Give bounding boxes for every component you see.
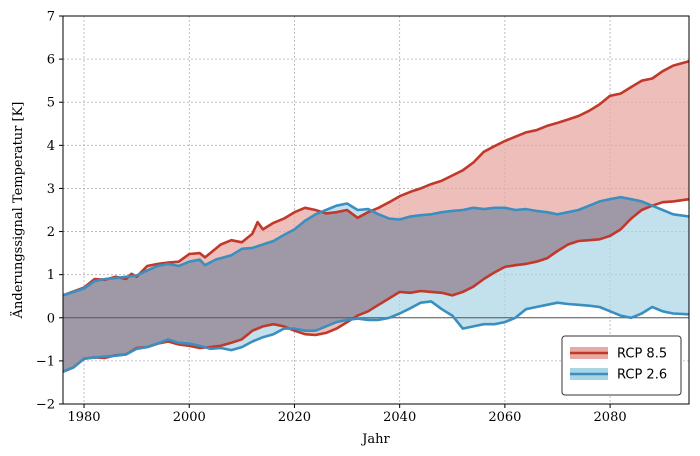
band-overlap — [63, 197, 689, 372]
series-lower-rcp-2-6 — [62, 300, 690, 373]
x-axis-label: Jahr — [360, 432, 390, 447]
series-lower-rcp-8-5 — [62, 197, 690, 373]
y-axis-label: Änderungssignal Temperatur [K] — [9, 102, 26, 320]
axis-ticks: 1980 2000 2020 2040 2060 2080 −2 −1 0 1 2 3 4 5 6 7 — [36, 10, 627, 426]
y-tick-label: 0 — [47, 311, 55, 326]
series-upper-rcp-2-6 — [62, 195, 690, 297]
y-tick-label: −1 — [36, 354, 55, 369]
y-tick-label: 7 — [47, 10, 55, 25]
band-lines — [62, 60, 690, 373]
legend: RCP 8.5 RCP 2.6 — [561, 335, 682, 396]
legend-label-rcp-8-5: RCP 8.5 — [617, 347, 667, 362]
x-tick-label: 2000 — [173, 410, 206, 425]
plot-frame — [62, 15, 690, 405]
x-tick-label: 2060 — [488, 410, 521, 425]
y-tick-label: −2 — [36, 398, 55, 413]
y-tick-label: 6 — [47, 53, 55, 68]
x-tick-label: 1980 — [67, 410, 100, 425]
y-tick-label: 5 — [47, 96, 55, 111]
y-tick-label: 2 — [47, 225, 55, 240]
series-upper-rcp-8-5 — [62, 60, 690, 297]
x-tick-label: 2020 — [278, 410, 311, 425]
y-tick-label: 1 — [47, 268, 55, 283]
x-tick-label: 2040 — [383, 410, 416, 425]
legend-box — [561, 335, 682, 396]
y-tick-label: 3 — [47, 182, 55, 197]
y-tick-label: 4 — [47, 139, 55, 154]
band-fills — [63, 61, 689, 372]
x-tick-label: 2080 — [594, 410, 627, 425]
legend-label-rcp-2-6: RCP 2.6 — [617, 368, 667, 383]
